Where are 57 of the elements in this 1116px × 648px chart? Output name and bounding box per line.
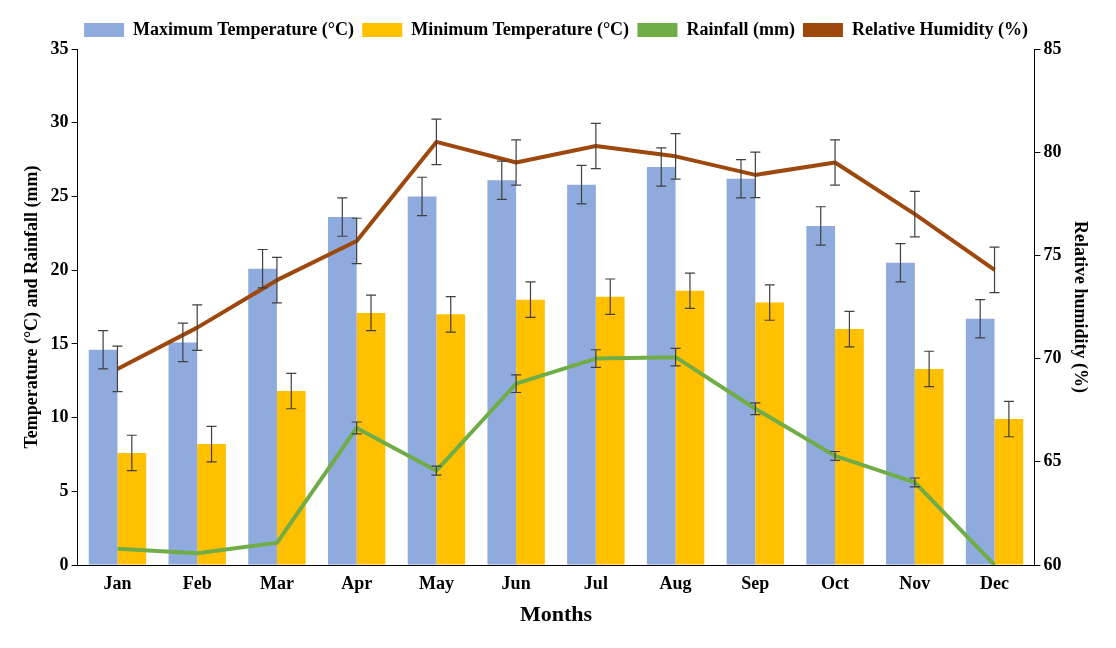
legend-label: Maximum Temperature (°C) [133,18,354,40]
y2-axis-title: Relative humidity (%) [1069,221,1091,393]
bar [197,444,226,565]
x-tick-label: Jun [501,573,531,594]
x-tick-label: Apr [341,573,373,594]
y-tick-label: 5 [59,479,69,500]
y-tick-label: 20 [50,258,69,279]
x-tick-label: Jul [583,573,608,594]
y2-tick-label: 85 [1043,37,1062,58]
bar [436,314,466,565]
x-tick-label: Sep [741,573,770,594]
bar [567,184,596,565]
y2-tick-label: 65 [1043,450,1062,471]
x-tick-label: Dec [980,573,1010,594]
bar [886,262,915,565]
legend-label: Rainfall (mm) [686,18,795,40]
bar [675,290,705,565]
bar [994,419,1024,565]
bar [516,299,545,565]
x-tick-label: Nov [899,573,931,594]
bar [646,166,676,565]
y-tick-label: 25 [50,185,69,206]
y2-tick-label: 80 [1043,140,1062,161]
bar [356,312,386,565]
bar [117,452,147,565]
x-tick-label: May [418,573,454,594]
bar [914,368,944,565]
legend-label: Relative Humidity (%) [851,18,1028,40]
y2-tick-label: 60 [1043,553,1062,574]
bar [595,296,625,565]
y-tick-label: 30 [50,111,69,132]
y2-tick-label: 70 [1043,347,1062,368]
y-tick-label: 0 [59,553,69,574]
bar [726,178,756,565]
bar [487,180,517,565]
bar [276,391,306,565]
bar [168,342,198,565]
y2-tick-label: 75 [1043,244,1062,265]
y-tick-label: 15 [50,332,69,353]
y-tick-label: 10 [50,406,69,427]
y-tick-label: 35 [50,37,69,58]
bar [755,302,785,565]
bar [407,196,437,565]
x-tick-label: Oct [821,573,850,594]
x-tick-label: Feb [182,573,212,594]
bar [327,217,357,565]
x-axis-title: Months [519,601,593,627]
x-tick-label: Mar [259,573,294,594]
bar [835,329,864,565]
legend-label: Minimum Temperature (°C) [411,18,630,40]
bar [806,225,836,565]
x-tick-label: Aug [659,573,692,594]
x-tick-label: Jan [103,573,132,594]
bar [248,268,277,565]
bar [965,318,995,565]
bar [88,349,118,565]
y-axis-title: Temperature (°C) and Rainfall (mm) [21,165,43,449]
